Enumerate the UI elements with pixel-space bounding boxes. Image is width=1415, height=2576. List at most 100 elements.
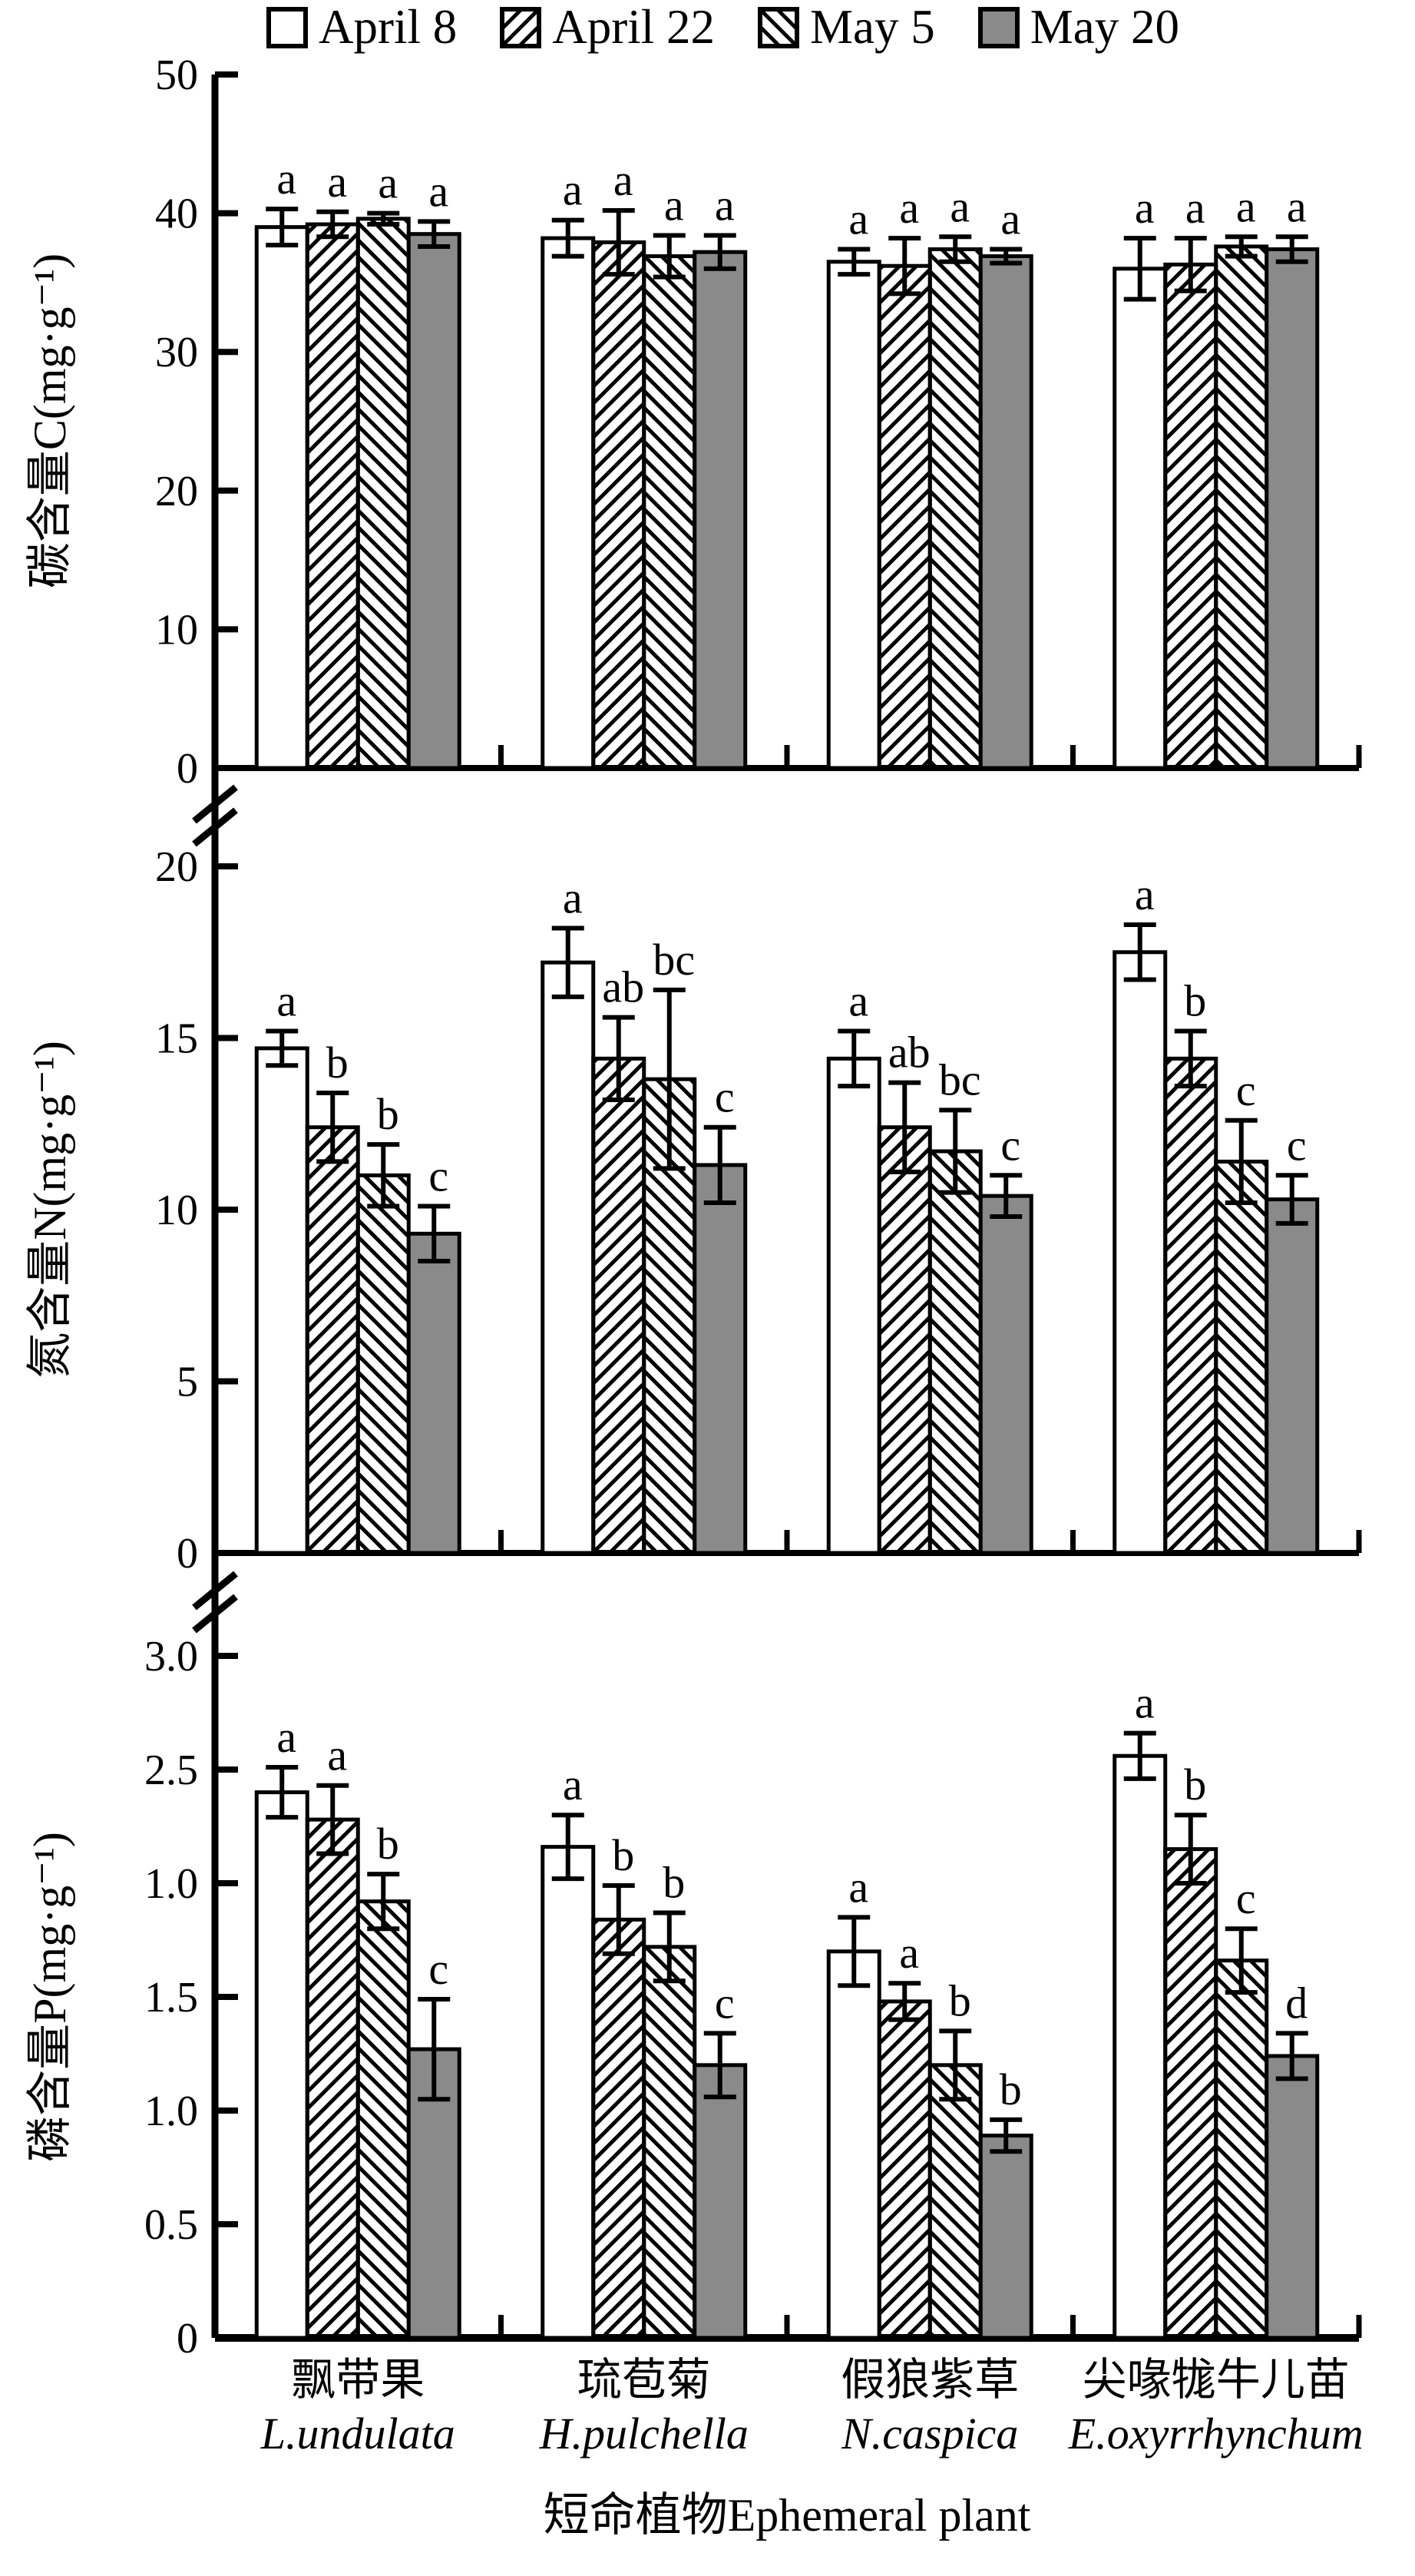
y-tick-label: 0.5	[144, 2201, 198, 2249]
sig-letter: a	[1135, 869, 1155, 919]
bar	[305, 1817, 360, 2340]
y-tick-label: 0	[177, 1530, 198, 1578]
sig-letter: a	[1135, 183, 1155, 233]
sig-letter: ab	[888, 1028, 931, 1078]
sig-letter: a	[276, 976, 296, 1026]
bar	[591, 1917, 646, 2340]
sig-letter: c	[1236, 1065, 1256, 1115]
bar	[1112, 267, 1168, 770]
x-category-cn: 琉苞菊	[577, 2355, 711, 2405]
bar	[1214, 1159, 1269, 1555]
bar	[693, 2063, 748, 2340]
sig-letter: a	[1000, 194, 1020, 244]
bar	[1112, 1753, 1168, 2340]
bar	[406, 232, 461, 770]
sig-letter: bc	[653, 935, 695, 985]
bar	[541, 236, 596, 770]
y-tick-label: 20	[155, 468, 198, 515]
sig-letter: a	[327, 157, 347, 207]
legend-swatch-april-22-icon	[500, 6, 542, 48]
legend-swatch-may-5-icon	[758, 6, 799, 48]
legend-label-april-22: April 22	[552, 0, 715, 54]
sig-letter: a	[1185, 183, 1205, 233]
bar	[1214, 244, 1269, 770]
axis-break-icon	[192, 807, 238, 847]
y-tick-label: 0	[177, 745, 198, 793]
sig-letter: a	[848, 194, 868, 244]
axis-break-icon	[192, 1571, 238, 1611]
y-tick-label: 3.0	[144, 1633, 198, 1680]
sig-letter: b	[377, 1819, 399, 1869]
sig-letter: c	[715, 1072, 735, 1122]
sig-letter: a	[276, 1712, 296, 1762]
bar	[1265, 1197, 1320, 1555]
sig-letter: a	[848, 976, 868, 1026]
x-axis-title: 短命植物Ephemeral plant	[544, 2490, 1031, 2541]
sig-letter: c	[428, 1944, 448, 1994]
bar	[355, 1899, 411, 2340]
legend-label-may-5: May 5	[810, 0, 935, 54]
sig-letter: b	[663, 1857, 685, 1907]
sig-letter: a	[899, 183, 919, 233]
x-category-latin: E.oxyrrhynchum	[1068, 2409, 1364, 2458]
sig-letter: c	[428, 1151, 448, 1201]
bar	[927, 247, 983, 770]
bar	[927, 1149, 983, 1555]
bar	[978, 2134, 1033, 2340]
legend-swatch-may-20-icon	[977, 6, 1020, 48]
sig-letter: a	[1236, 181, 1256, 231]
sig-letter: a	[378, 158, 398, 208]
sig-letter: a	[848, 1862, 868, 1912]
sig-letter: c	[1287, 1120, 1307, 1170]
x-category-latin: H.pulchella	[539, 2409, 749, 2458]
bar	[1265, 2054, 1320, 2340]
y-tick-label: 50	[155, 51, 198, 99]
bar	[305, 1125, 360, 1555]
x-category-latin: L.undulata	[260, 2409, 455, 2458]
y-tick-label: 5	[177, 1359, 198, 1406]
y-tick-label: 15	[155, 1015, 198, 1063]
y-axis-title-C: 碳含量C(mg·g⁻¹)	[25, 253, 75, 588]
sig-letter: a	[276, 154, 296, 204]
bar	[254, 225, 309, 770]
sig-letter: c	[1236, 1873, 1256, 1923]
bar	[355, 217, 411, 770]
sig-letter: a	[563, 872, 583, 922]
legend-label-april-8: April 8	[319, 0, 458, 54]
bar	[1265, 247, 1320, 770]
bar	[1214, 1958, 1269, 2340]
axis-break-icon	[192, 1594, 238, 1634]
sig-letter: b	[1000, 2064, 1022, 2114]
x-category-latin: N.caspica	[841, 2409, 1018, 2458]
bar	[254, 1790, 309, 2340]
y-tick-label: 20	[155, 843, 198, 891]
sig-letter: b	[377, 1089, 399, 1139]
bar	[693, 250, 748, 770]
bar	[877, 1125, 932, 1555]
bar	[642, 254, 697, 770]
bar	[1112, 950, 1168, 1555]
sig-letter: a	[715, 180, 735, 230]
y-axis-title-N: 氮含量N(mg·g⁻¹)	[25, 1041, 75, 1379]
bar	[877, 1999, 932, 2340]
bar	[877, 263, 932, 770]
legend-item-april-8: April 8	[266, 3, 457, 51]
axis-break-icon	[192, 784, 238, 824]
bar	[355, 1173, 411, 1555]
sig-letter: a	[613, 155, 633, 205]
bar	[642, 1945, 697, 2340]
bar	[541, 960, 596, 1555]
y-tick-label: 1.5	[144, 1974, 198, 2021]
sig-letter: c	[715, 1978, 735, 2028]
bar	[591, 1056, 646, 1555]
bar	[254, 1046, 309, 1555]
sig-letter: b	[949, 1975, 971, 2025]
y-tick-label: 1.0	[144, 1860, 198, 1908]
bar	[305, 222, 360, 770]
x-category-cn: 飘带果	[291, 2355, 425, 2405]
sig-letter: a	[563, 1760, 583, 1809]
sig-letter: b	[326, 1038, 349, 1088]
y-tick-label: 2.5	[144, 1747, 198, 1794]
